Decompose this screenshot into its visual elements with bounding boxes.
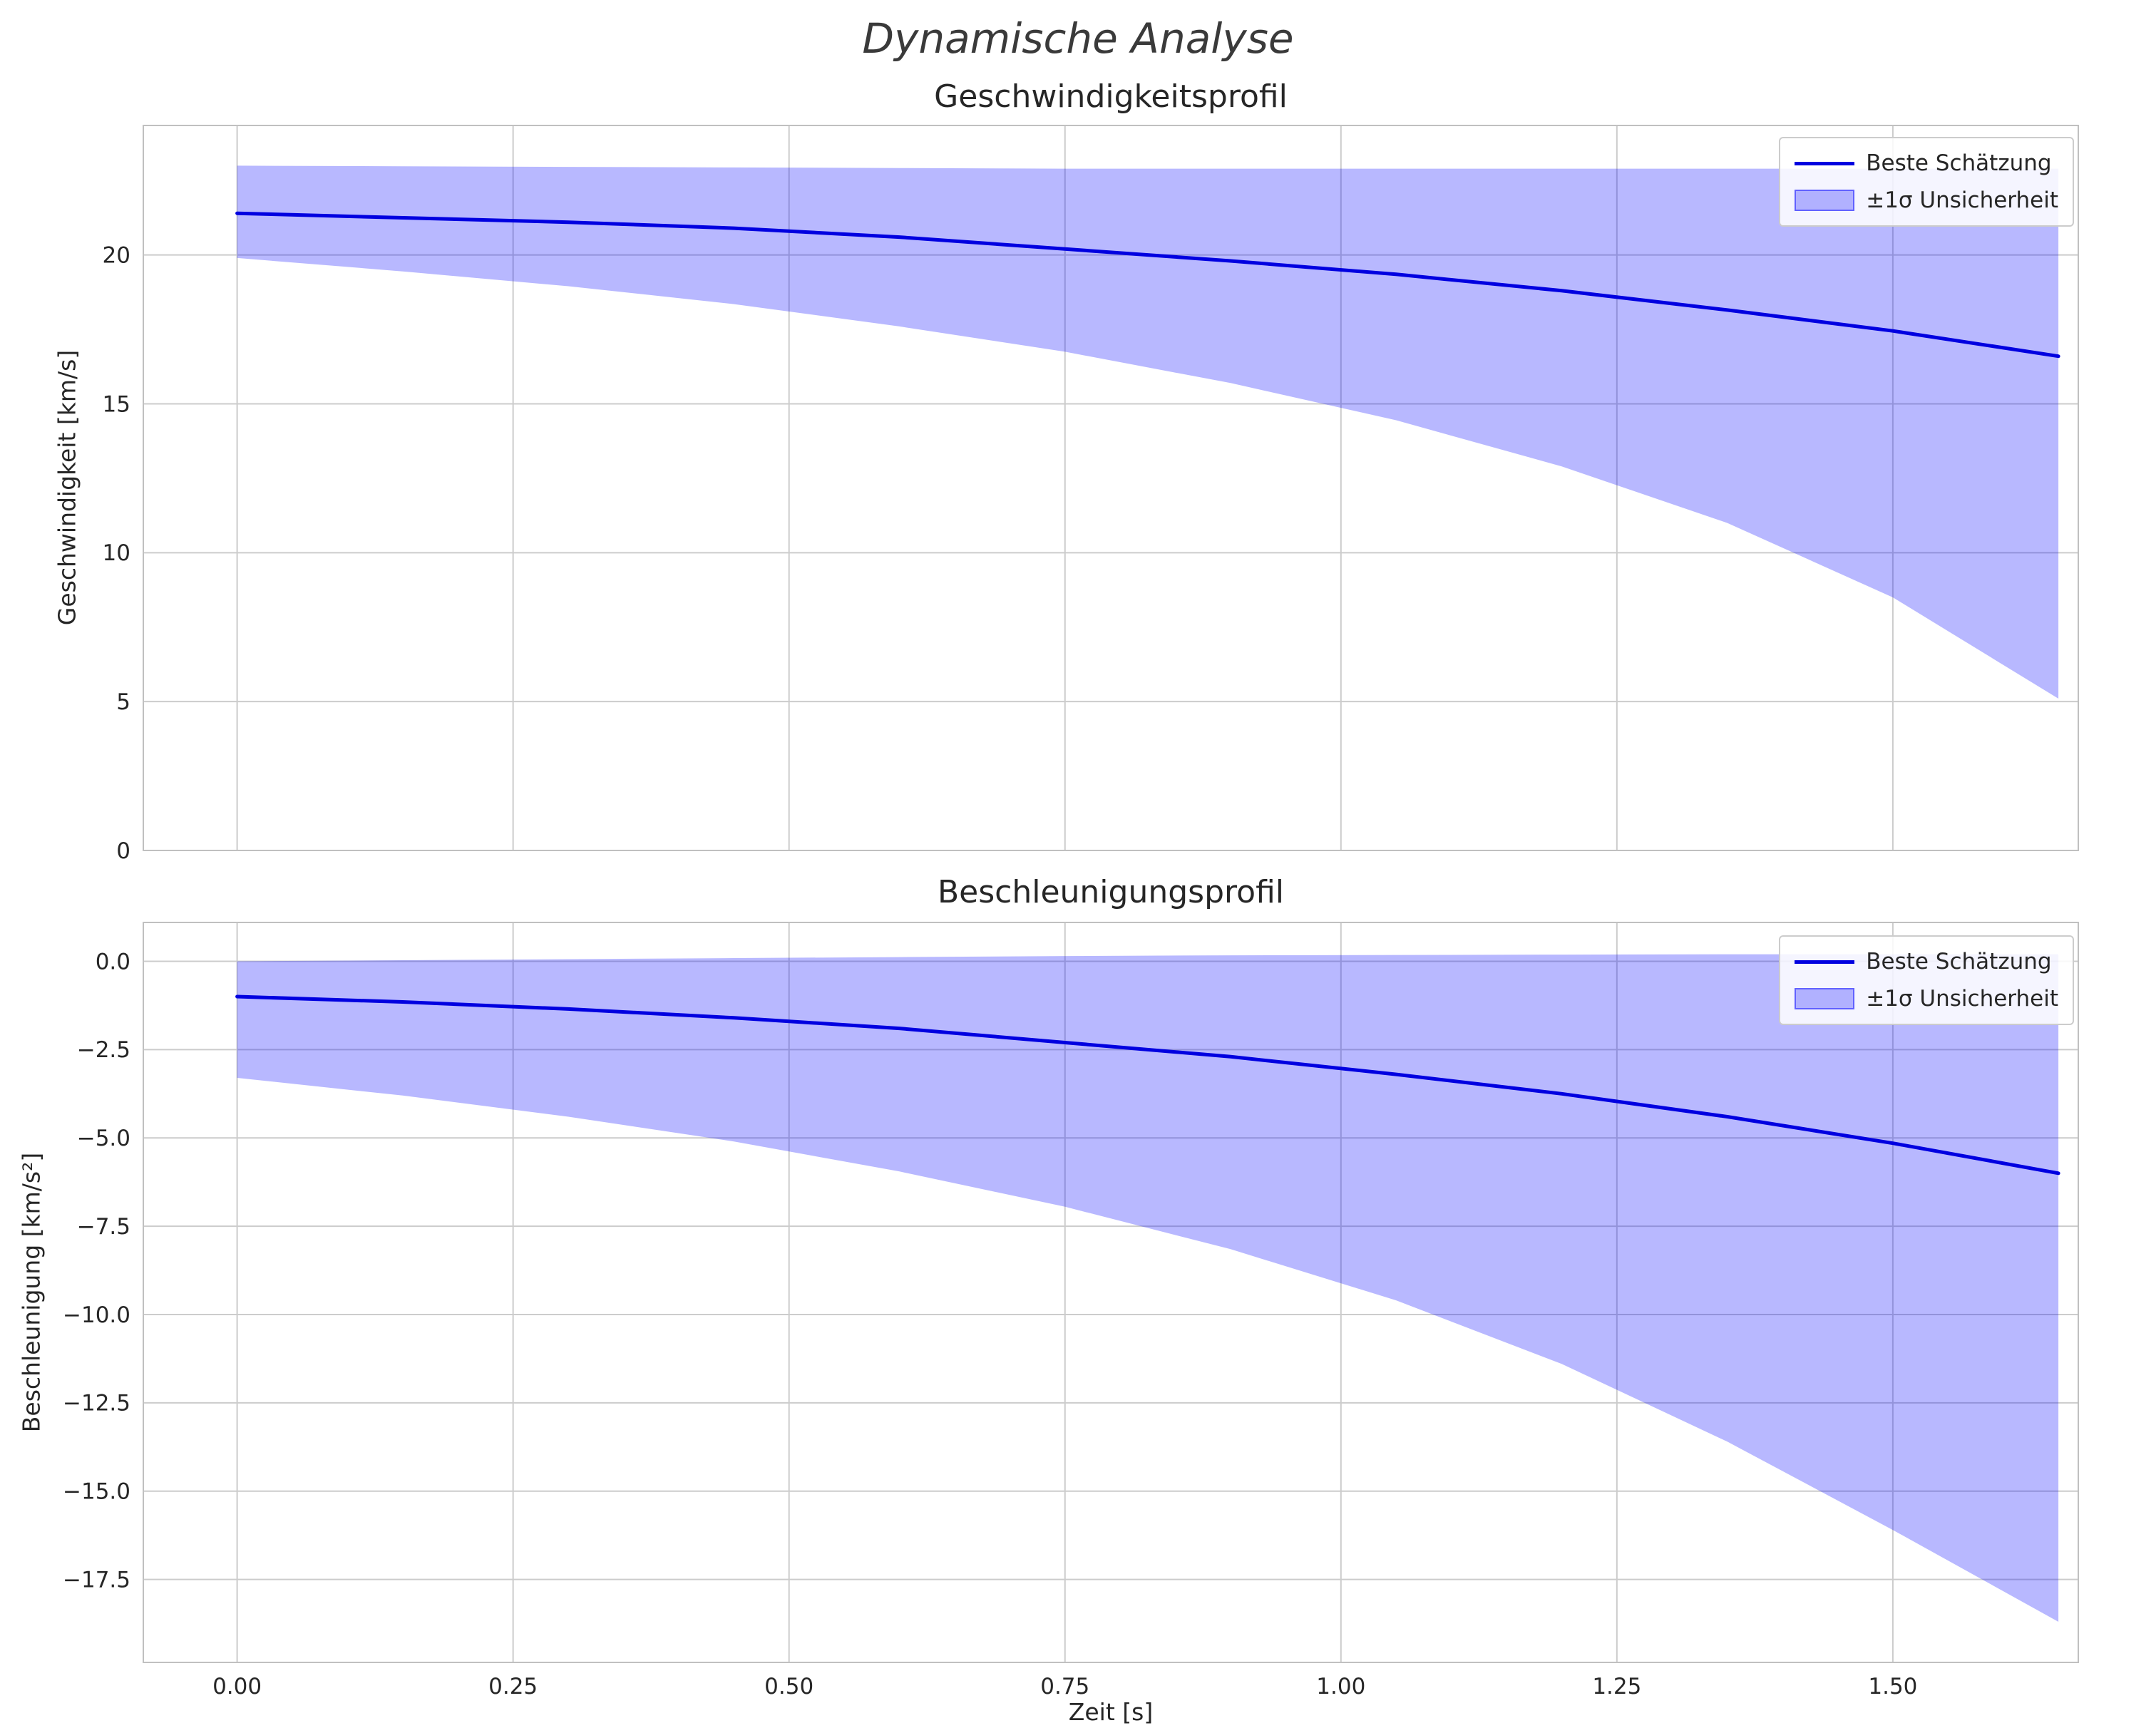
x-axis-label: Zeit [s] [1068,1698,1154,1726]
legend-label-line: Beste Schätzung [1866,150,2052,176]
figure-title: Dynamische Analyse [862,14,1294,63]
y-tick-label: 5 [116,689,130,715]
legend-label-band: ±1σ Unsicherheit [1866,986,2058,1012]
y-tick-label: −17.5 [63,1567,130,1593]
line-swatch-icon [1795,960,1855,964]
x-tick-label: 1.25 [1592,1674,1641,1699]
y-tick-label: −15.0 [63,1479,130,1505]
y-tick-label: −10.0 [63,1302,130,1328]
y-tick-label: 10 [103,540,130,566]
y-tick-label: −12.5 [63,1391,130,1416]
y-tick-label: −7.5 [77,1214,130,1240]
x-tick-label: 0.00 [212,1674,262,1699]
x-tick-label: 0.50 [764,1674,813,1699]
legend-entry-best-estimate: Beste Schätzung [1795,945,2058,978]
best-estimate-line [235,994,2060,1176]
acceleration-y-axis-label: Beschleunigung [km/s²] [17,1152,46,1433]
velocity-legend: Beste Schätzung ±1σ Unsicherheit [1779,137,2074,227]
acceleration-plot-area: 0.0 −2.5 −5.0 −7.5 −10.0 −12.5 −15.0 −17.5 0.00 0… [63,922,2079,1699]
x-tick-label: 1.00 [1316,1674,1365,1699]
x-tick-label: 0.25 [488,1674,538,1699]
uncertainty-band [237,165,2059,699]
x-tick-label: 0.75 [1040,1674,1089,1699]
axes-frame [143,922,2079,1663]
best-estimate-line [235,211,2060,359]
y-tick-label: −2.5 [77,1037,130,1063]
uncertainty-band [237,954,2059,1622]
legend-entry-uncertainty: ±1σ Unsicherheit [1795,184,2058,217]
acceleration-plot-title: Beschleunigungsprofil [937,874,1285,910]
band-swatch-icon [1795,190,1855,211]
velocity-plot-area: 0 5 10 15 20 [103,125,2079,864]
legend-entry-uncertainty: ±1σ Unsicherheit [1795,982,2058,1015]
legend-label-line: Beste Schätzung [1866,949,2052,974]
band-swatch-icon [1795,988,1855,1009]
acceleration-legend: Beste Schätzung ±1σ Unsicherheit [1779,935,2074,1025]
axes-frame [143,125,2079,851]
y-tick-label: 15 [103,391,130,417]
legend-entry-best-estimate: Beste Schätzung [1795,147,2058,180]
velocity-plot-title: Geschwindigkeitsprofil [934,78,1288,115]
x-tick-label: 1.50 [1868,1674,1917,1699]
legend-label-band: ±1σ Unsicherheit [1866,187,2058,213]
line-swatch-icon [1795,161,1855,165]
y-tick-label: 0.0 [96,949,130,974]
y-tick-label: 20 [103,243,130,269]
y-tick-label: −5.0 [77,1126,130,1151]
y-tick-label: 0 [116,838,130,864]
velocity-y-axis-label: Geschwindigkeit [km/s] [53,349,81,626]
